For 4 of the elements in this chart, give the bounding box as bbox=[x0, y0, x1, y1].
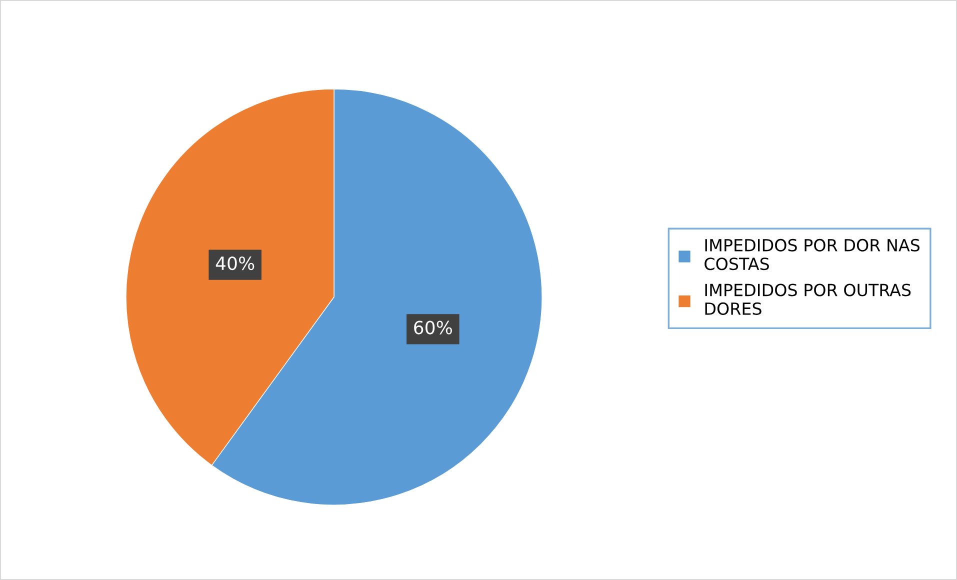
legend-label: IMPEDIDOS POR DOR NAS COSTAS bbox=[704, 238, 920, 270]
data-label: 60% bbox=[414, 320, 452, 334]
data-label: 40% bbox=[216, 256, 254, 270]
legend-label: IMPEDIDOS POR OUTRAS DORES bbox=[705, 284, 911, 315]
